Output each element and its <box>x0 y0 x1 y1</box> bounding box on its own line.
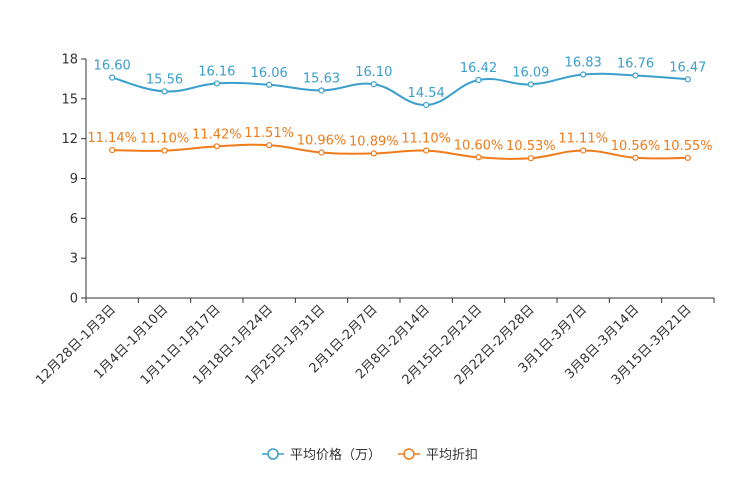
data-label: 10.60% <box>454 138 504 153</box>
data-label: 16.06 <box>251 66 288 81</box>
data-label: 11.42% <box>192 127 242 142</box>
data-point <box>161 147 168 154</box>
data-point <box>527 81 534 88</box>
legend-marker-icon <box>403 448 415 460</box>
legend-item-1[interactable]: 平均价格（万） <box>262 447 381 463</box>
data-label: 16.83 <box>565 56 602 71</box>
series-points <box>109 71 691 162</box>
data-label: 14.54 <box>408 86 445 101</box>
legend-label: 平均价格（万） <box>290 447 381 463</box>
axes: 036912151812月28日-1月3日1月4日-1月10日1月11日-1月1… <box>33 53 715 388</box>
data-point <box>318 87 325 94</box>
data-point <box>684 154 691 162</box>
data-point <box>109 74 116 81</box>
data-point <box>684 76 691 83</box>
data-label: 16.09 <box>512 65 549 80</box>
y-tick-label: 3 <box>70 252 78 267</box>
data-point <box>580 147 587 154</box>
data-point <box>632 154 639 161</box>
series-labels: 16.60 15.56 16.16 16.06 15.63 16.10 14.54 16.42… <box>87 56 712 155</box>
data-point <box>161 88 168 95</box>
data-point <box>266 81 273 88</box>
data-point <box>580 71 587 78</box>
data-point <box>632 72 639 79</box>
data-label: 10.89% <box>349 134 399 149</box>
legend-item-2[interactable]: 平均折扣 <box>398 448 478 463</box>
legend[interactable]: 平均价格（万） 平均折扣 <box>262 447 478 463</box>
data-point <box>527 155 534 162</box>
data-label: 15.56 <box>146 72 183 87</box>
data-label: 10.53% <box>506 139 556 154</box>
data-point <box>423 101 430 109</box>
data-point <box>213 143 220 150</box>
legend-label: 平均折扣 <box>426 448 478 463</box>
y-tick-label: 18 <box>61 53 78 68</box>
data-label: 16.16 <box>198 64 235 79</box>
data-label: 10.55% <box>663 139 713 154</box>
y-tick-label: 0 <box>70 292 78 307</box>
series-lines <box>111 72 688 160</box>
data-label: 11.51% <box>244 126 294 141</box>
data-label: 16.60 <box>94 59 131 74</box>
data-label: 10.56% <box>611 139 661 154</box>
data-label: 11.10% <box>140 132 190 147</box>
data-point <box>370 81 377 88</box>
series-line-2 <box>112 143 688 160</box>
data-label: 16.42 <box>460 61 497 76</box>
data-point <box>318 149 325 156</box>
series-line-1 <box>111 72 688 106</box>
data-point <box>266 142 273 149</box>
data-label: 16.10 <box>355 65 392 80</box>
data-label: 11.10% <box>401 132 451 147</box>
legend-marker-icon <box>267 448 279 460</box>
y-tick-label: 6 <box>70 212 78 227</box>
data-label: 11.14% <box>87 131 137 146</box>
y-tick-label: 12 <box>61 132 78 147</box>
data-label: 11.11% <box>558 131 608 146</box>
data-label: 10.96% <box>297 133 347 148</box>
data-point <box>423 147 430 154</box>
data-label: 16.76 <box>617 56 654 71</box>
data-point <box>370 150 377 157</box>
data-point <box>475 154 482 161</box>
data-label: 16.47 <box>669 60 706 75</box>
data-point <box>475 76 482 84</box>
data-point <box>213 80 220 87</box>
y-tick-label: 15 <box>61 92 78 107</box>
data-label: 15.63 <box>303 71 340 86</box>
data-point <box>109 146 116 154</box>
y-tick-label: 9 <box>70 172 78 187</box>
